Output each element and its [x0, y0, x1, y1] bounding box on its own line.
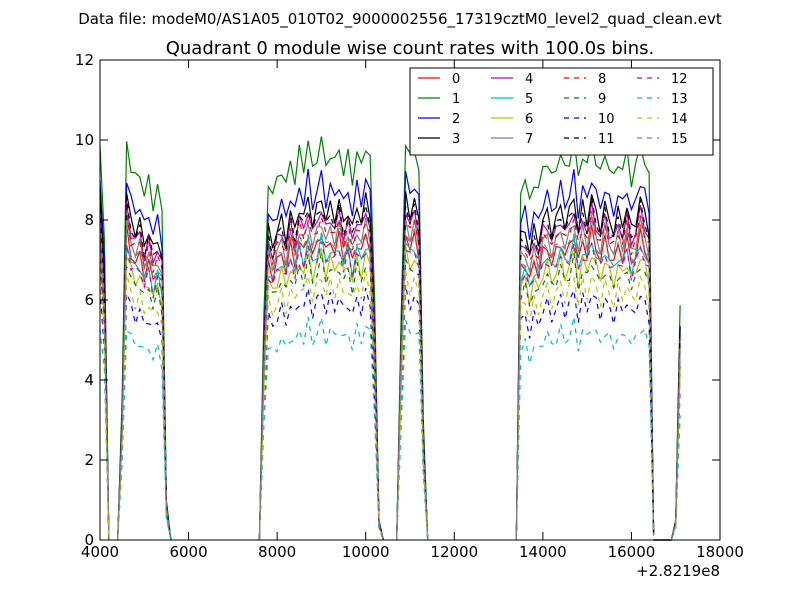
x-offset-label: +2.8219e8 [636, 562, 720, 580]
data-file-label: Data file: modeM0/AS1A05_010T02_90000025… [78, 10, 722, 29]
legend-box [409, 67, 714, 156]
series-line-13 [99, 316, 681, 541]
series-line-8 [99, 211, 681, 541]
x-tick-label: 6000 [169, 543, 207, 561]
x-tick-label: 16000 [608, 543, 656, 561]
legend-label-0: 0 [452, 72, 460, 87]
x-tick-label: 8000 [258, 543, 296, 561]
series-line-2 [99, 168, 681, 541]
series-line-15 [99, 220, 681, 541]
legend-label-10: 10 [598, 112, 615, 127]
series-line-6 [99, 245, 681, 541]
x-tick-label: 10000 [342, 543, 390, 561]
series-line-10 [99, 284, 681, 541]
legend-label-2: 2 [452, 112, 460, 127]
y-tick-label: 2 [84, 451, 94, 469]
y-tick-label: 4 [84, 371, 94, 389]
series-line-14 [99, 270, 681, 541]
legend-label-15: 15 [671, 132, 688, 147]
x-tick-label: 4000 [81, 543, 119, 561]
x-tick-label: 18000 [696, 543, 744, 561]
y-tick-label: 10 [75, 131, 94, 149]
y-tick-label: 0 [84, 531, 94, 549]
legend-label-4: 4 [525, 72, 533, 87]
x-tick-label: 14000 [519, 543, 567, 561]
series-line-5 [99, 233, 681, 541]
series-line-9 [99, 252, 681, 541]
y-tick-label: 12 [75, 51, 94, 69]
legend-label-3: 3 [452, 132, 460, 147]
legend-label-8: 8 [598, 72, 606, 87]
series-line-11 [99, 196, 681, 541]
x-tick-label: 12000 [430, 543, 478, 561]
series-line-3 [99, 189, 681, 541]
series-line-0 [99, 224, 681, 541]
chart-title: Quadrant 0 module wise count rates with … [166, 38, 655, 59]
legend-label-11: 11 [598, 132, 615, 147]
series-line-12 [99, 241, 681, 541]
y-tick-label: 8 [84, 211, 94, 229]
legend-label-1: 1 [452, 92, 460, 107]
legend-label-14: 14 [671, 112, 688, 127]
legend-label-12: 12 [671, 72, 688, 87]
series-line-1 [99, 136, 681, 541]
legend-label-7: 7 [525, 132, 533, 147]
legend-label-13: 13 [671, 92, 688, 107]
axis-ticks: 4000 6000 8000 10000 12000 14000 16000 18000 0 2 4… [75, 51, 744, 561]
y-tick-label: 6 [84, 291, 94, 309]
legend-label-9: 9 [598, 92, 606, 107]
series-line-7 [99, 212, 681, 541]
series-layer [99, 136, 681, 541]
legend-label-5: 5 [525, 92, 533, 107]
legend-label-6: 6 [525, 112, 533, 127]
